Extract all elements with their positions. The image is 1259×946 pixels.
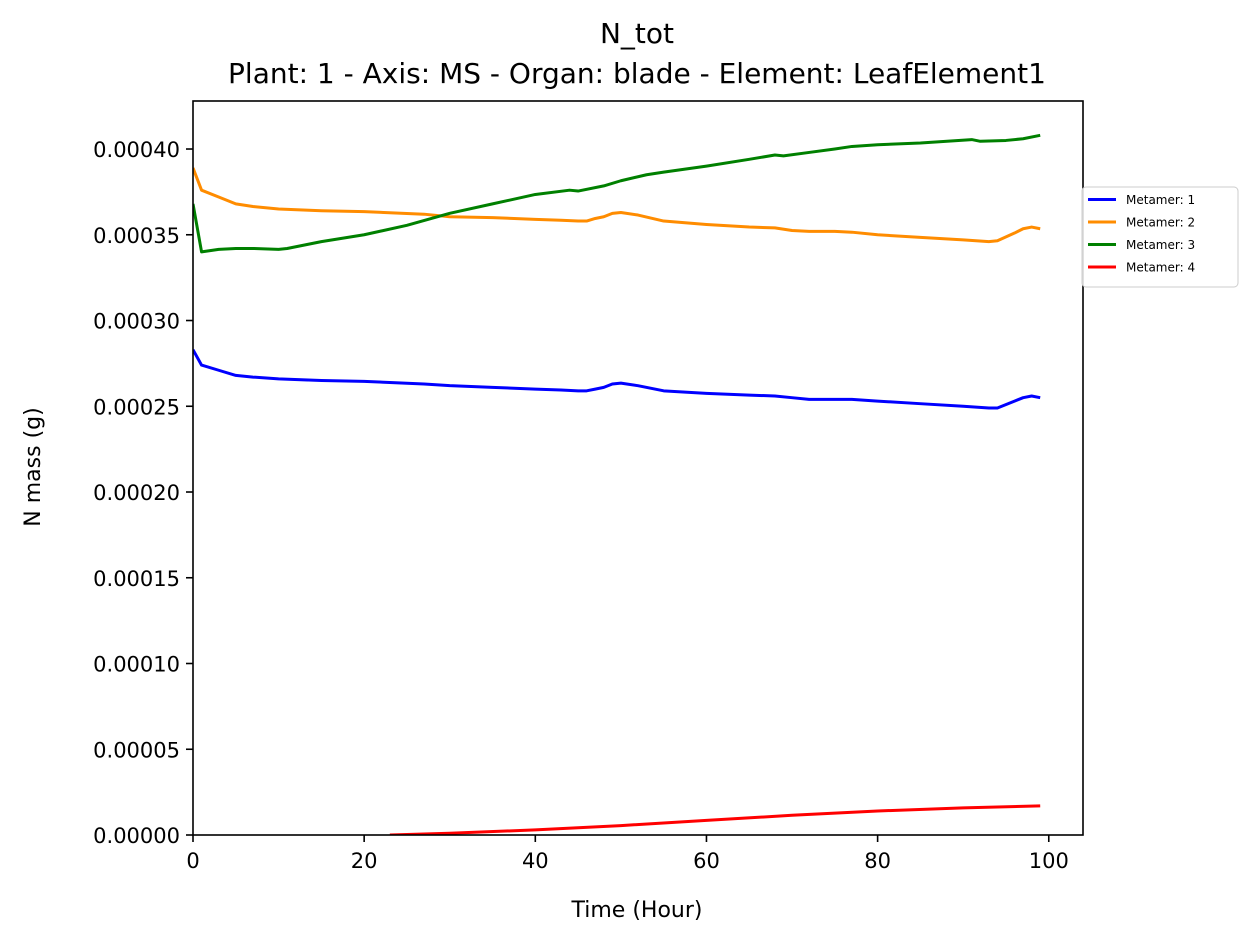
y-tick-label: 0.00030 [93, 310, 180, 334]
series-line-metamer-1 [193, 348, 1041, 410]
series-layer [193, 133, 1041, 835]
series-line-metamer-4 [389, 804, 1041, 835]
y-tick-label: 0.00000 [93, 824, 180, 848]
y-tick-label: 0.00010 [93, 653, 180, 677]
legend: Metamer: 1 Metamer: 2 Metamer: 3 Metamer: 4 [1081, 186, 1239, 288]
chart-subtitle: Plant: 1 - Axis: MS - Organ: blade - Ele… [228, 57, 1046, 90]
legend-box [1081, 186, 1239, 288]
x-axis-label: Time (Hour) [571, 898, 703, 923]
x-tick-label: 40 [522, 849, 549, 873]
x-tick-label: 20 [351, 849, 378, 873]
plot-frame [192, 100, 1084, 836]
y-tick-label: 0.00040 [93, 138, 180, 162]
series-line-metamer-3 [193, 133, 1041, 254]
series-line-metamer-2 [193, 167, 1041, 244]
legend-label: Metamer: 1 [1126, 193, 1195, 207]
x-tick-label: 60 [693, 849, 720, 873]
y-tick-label: 0.00035 [93, 224, 180, 248]
legend-label: Metamer: 3 [1126, 238, 1195, 252]
y-axis-label: N mass (g) [21, 407, 46, 526]
legend-label: Metamer: 4 [1126, 261, 1195, 275]
legend-label: Metamer: 2 [1126, 216, 1195, 230]
y-tick-label: 0.00005 [93, 738, 180, 762]
chart-title: N_tot [600, 17, 674, 50]
x-tick-label: 100 [1029, 849, 1069, 873]
axes-layer: 0 20 40 60 80 100 0.00000 0.00005 0.00010 0.00015… [93, 100, 1084, 873]
x-tick-label: 80 [864, 849, 891, 873]
y-tick-label: 0.00020 [93, 481, 180, 505]
x-tick-label: 0 [186, 849, 199, 873]
y-tick-label: 0.00025 [93, 395, 180, 419]
y-tick-label: 0.00015 [93, 567, 180, 591]
